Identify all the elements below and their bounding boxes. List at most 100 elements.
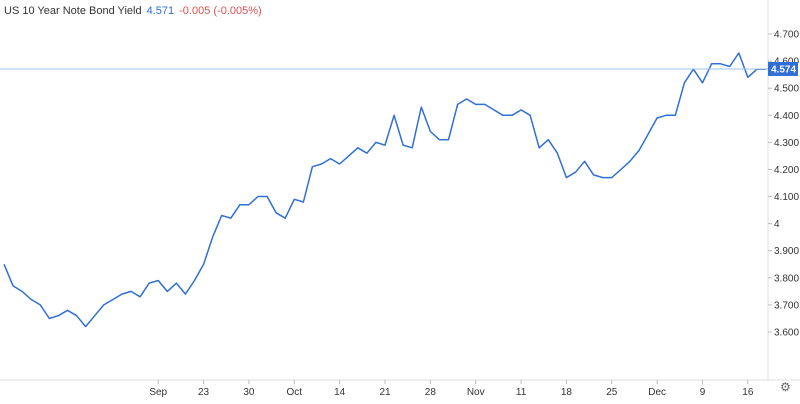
data-point[interactable] bbox=[165, 289, 169, 293]
data-point[interactable] bbox=[120, 292, 124, 296]
data-point[interactable] bbox=[338, 162, 342, 166]
data-point[interactable] bbox=[655, 116, 659, 120]
data-point[interactable] bbox=[546, 138, 550, 142]
gear-icon[interactable]: ⚙ bbox=[780, 380, 791, 394]
data-point[interactable] bbox=[682, 81, 686, 85]
data-point[interactable] bbox=[102, 303, 106, 307]
data-point[interactable] bbox=[156, 279, 160, 283]
x-tick-label: 21 bbox=[379, 387, 391, 398]
data-point[interactable] bbox=[474, 102, 478, 106]
x-tick-label: Nov bbox=[467, 387, 485, 398]
data-point[interactable] bbox=[329, 157, 333, 161]
data-point[interactable] bbox=[11, 284, 15, 288]
data-point[interactable] bbox=[38, 303, 42, 307]
data-point[interactable] bbox=[283, 216, 287, 220]
data-point[interactable] bbox=[238, 203, 242, 207]
data-point[interactable] bbox=[456, 102, 460, 106]
data-point[interactable] bbox=[492, 108, 496, 112]
data-point[interactable] bbox=[211, 235, 215, 239]
data-point[interactable] bbox=[29, 298, 33, 302]
data-point[interactable] bbox=[574, 170, 578, 174]
data-point[interactable] bbox=[673, 113, 677, 117]
data-point[interactable] bbox=[274, 211, 278, 215]
data-point[interactable] bbox=[465, 97, 469, 101]
data-point[interactable] bbox=[410, 146, 414, 150]
data-point[interactable] bbox=[310, 165, 314, 169]
data-point[interactable] bbox=[419, 105, 423, 109]
y-tick-label: 4.200 bbox=[774, 165, 799, 176]
data-point[interactable] bbox=[256, 195, 260, 199]
data-point[interactable] bbox=[737, 51, 741, 55]
y-tick-label: 4 bbox=[774, 219, 780, 230]
data-point[interactable] bbox=[428, 130, 432, 134]
last-value: 4.571 bbox=[146, 5, 175, 17]
data-point[interactable] bbox=[84, 325, 88, 329]
data-point[interactable] bbox=[193, 279, 197, 283]
x-tick-label: Oct bbox=[287, 387, 303, 398]
y-tick-label: 3.800 bbox=[774, 273, 799, 284]
data-point[interactable] bbox=[129, 289, 133, 293]
data-point[interactable] bbox=[202, 262, 206, 266]
data-point[interactable] bbox=[111, 298, 115, 302]
data-point[interactable] bbox=[728, 65, 732, 69]
current-price-label: 4.574 bbox=[771, 64, 796, 75]
x-tick-label: 28 bbox=[425, 387, 437, 398]
data-point[interactable] bbox=[292, 197, 296, 201]
data-point[interactable] bbox=[483, 102, 487, 106]
data-point[interactable] bbox=[66, 308, 70, 312]
data-point[interactable] bbox=[528, 113, 532, 117]
series-line bbox=[3, 52, 766, 328]
data-point[interactable] bbox=[220, 214, 224, 218]
data-point[interactable] bbox=[510, 113, 514, 117]
data-point[interactable] bbox=[710, 62, 714, 66]
data-point[interactable] bbox=[583, 159, 587, 163]
data-point[interactable] bbox=[347, 154, 351, 158]
x-tick-label: 30 bbox=[243, 387, 255, 398]
data-point[interactable] bbox=[610, 176, 614, 180]
data-point[interactable] bbox=[719, 62, 723, 66]
data-point[interactable] bbox=[383, 143, 387, 147]
data-point[interactable] bbox=[564, 176, 568, 180]
data-point[interactable] bbox=[401, 143, 405, 147]
data-point[interactable] bbox=[619, 168, 623, 172]
data-point[interactable] bbox=[301, 200, 305, 204]
data-point[interactable] bbox=[138, 295, 142, 299]
data-point[interactable] bbox=[537, 146, 541, 150]
data-point[interactable] bbox=[265, 195, 269, 199]
y-tick-label: 4.700 bbox=[774, 30, 799, 41]
y-tick-label: 3.600 bbox=[774, 328, 799, 339]
data-point[interactable] bbox=[247, 203, 251, 207]
data-point[interactable] bbox=[365, 151, 369, 155]
data-point[interactable] bbox=[75, 314, 79, 318]
data-point[interactable] bbox=[592, 173, 596, 177]
data-point[interactable] bbox=[601, 176, 605, 180]
x-tick-label: Sep bbox=[149, 387, 167, 398]
data-point[interactable] bbox=[555, 151, 559, 155]
data-point[interactable] bbox=[47, 317, 51, 321]
data-point[interactable] bbox=[519, 108, 523, 112]
data-point[interactable] bbox=[701, 81, 705, 85]
data-point[interactable] bbox=[2, 262, 6, 266]
data-point[interactable] bbox=[183, 292, 187, 296]
data-point[interactable] bbox=[374, 140, 378, 144]
data-point[interactable] bbox=[746, 75, 750, 79]
data-point[interactable] bbox=[628, 159, 632, 163]
data-point[interactable] bbox=[437, 138, 441, 142]
data-point[interactable] bbox=[392, 113, 396, 117]
data-point[interactable] bbox=[147, 281, 151, 285]
data-point[interactable] bbox=[174, 281, 178, 285]
data-point[interactable] bbox=[501, 113, 505, 117]
chart-axes bbox=[0, 0, 800, 381]
data-point[interactable] bbox=[320, 162, 324, 166]
data-point[interactable] bbox=[229, 216, 233, 220]
data-point[interactable] bbox=[93, 314, 97, 318]
x-tick-label: Dec bbox=[648, 387, 666, 398]
data-point[interactable] bbox=[664, 113, 668, 117]
data-point[interactable] bbox=[20, 289, 24, 293]
data-point[interactable] bbox=[356, 146, 360, 150]
data-point[interactable] bbox=[637, 149, 641, 153]
data-point[interactable] bbox=[56, 314, 60, 318]
data-point[interactable] bbox=[447, 138, 451, 142]
data-point[interactable] bbox=[646, 132, 650, 136]
